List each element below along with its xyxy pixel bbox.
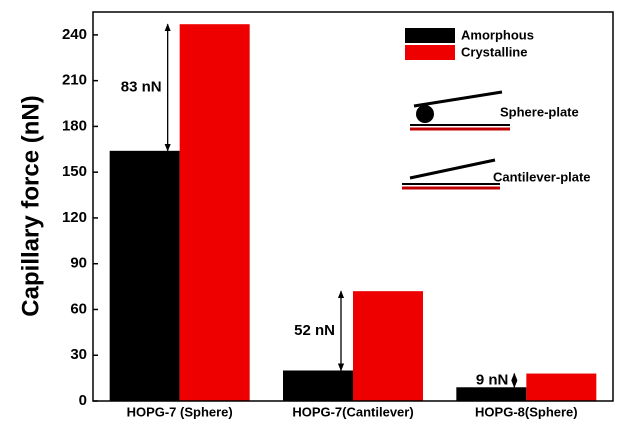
legend-label: Crystalline bbox=[461, 44, 527, 59]
bar bbox=[180, 24, 250, 401]
x-tick-label: HOPG-7 (Sphere) bbox=[127, 404, 233, 419]
difference-label: 52 nN bbox=[294, 322, 335, 339]
y-tick-label: 120 bbox=[62, 209, 87, 226]
y-tick-label: 60 bbox=[70, 300, 87, 317]
y-tick-label: 150 bbox=[62, 163, 87, 180]
y-axis-label: Capillary force (nN) bbox=[17, 95, 44, 316]
difference-label: 83 nN bbox=[121, 78, 162, 95]
x-tick-label: HOPG-8(Sphere) bbox=[475, 404, 578, 419]
legend-label: Amorphous bbox=[461, 27, 534, 42]
difference-label: 9 nN bbox=[476, 371, 509, 388]
y-tick-label: 210 bbox=[62, 72, 87, 89]
bar bbox=[456, 387, 526, 401]
y-tick-label: 180 bbox=[62, 117, 87, 134]
y-tick-label: 90 bbox=[70, 255, 87, 272]
y-tick-label: 240 bbox=[62, 26, 87, 43]
bar bbox=[353, 291, 423, 401]
inset-sphere-plate: Sphere-plate bbox=[410, 92, 579, 129]
bar bbox=[110, 151, 180, 401]
legend-swatch bbox=[405, 28, 455, 43]
y-tick-label: 30 bbox=[70, 346, 87, 363]
inset-label: Cantilever-plate bbox=[493, 169, 591, 184]
inset-cantilever-plate: Cantilever-plate bbox=[402, 160, 591, 188]
chart: Capillary force (nN) Sphere-plate Cantil… bbox=[0, 0, 618, 426]
y-tick-label: 0 bbox=[79, 392, 87, 409]
bar bbox=[283, 370, 353, 401]
legend-swatch bbox=[405, 45, 455, 60]
bar bbox=[526, 374, 596, 401]
x-tick-label: HOPG-7(Cantilever) bbox=[292, 404, 413, 419]
inset-label: Sphere-plate bbox=[500, 104, 579, 119]
